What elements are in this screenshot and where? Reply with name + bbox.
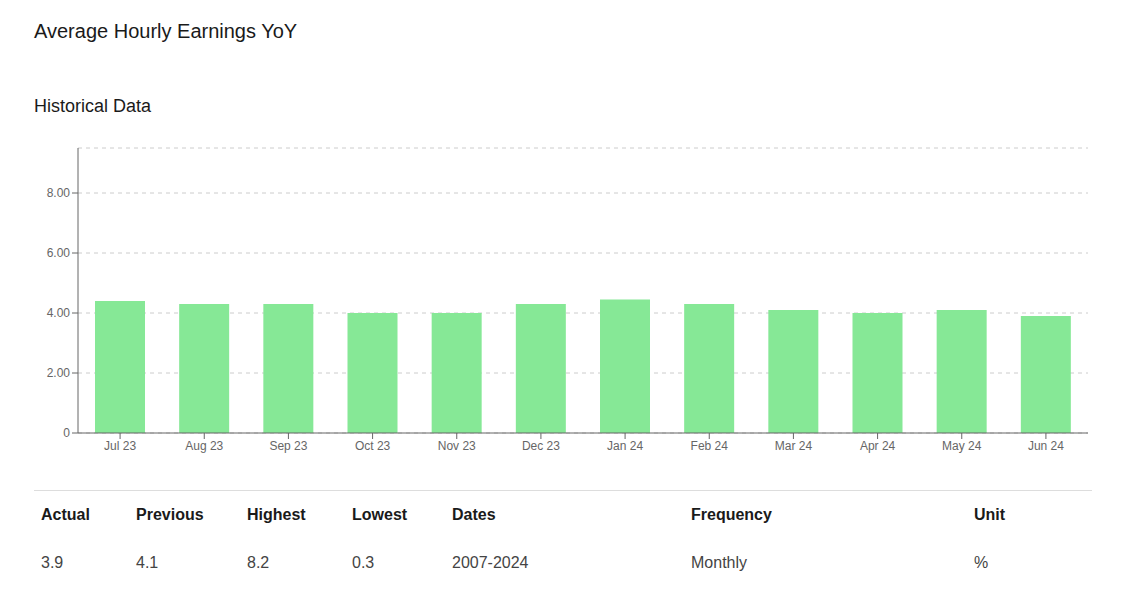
svg-text:Jan 24: Jan 24 — [607, 439, 643, 453]
svg-text:Nov 23: Nov 23 — [438, 439, 476, 453]
svg-text:4.00: 4.00 — [47, 306, 71, 320]
html-text:Frequency: Frequency — [691, 506, 772, 523]
svg-text:Feb 24: Feb 24 — [691, 439, 729, 453]
svg-text:Oct 23: Oct 23 — [355, 439, 391, 453]
html-text:Actual: Actual — [41, 506, 90, 523]
svg-text:Apr 24: Apr 24 — [860, 439, 896, 453]
svg-text:2.00: 2.00 — [47, 366, 71, 380]
html-text:8.2: 8.2 — [247, 554, 270, 571]
svg-text:Jun 24: Jun 24 — [1028, 439, 1064, 453]
html-text:3.9: 3.9 — [41, 554, 64, 571]
html-text:Unit: Unit — [974, 506, 1006, 523]
svg-text:0: 0 — [63, 426, 70, 440]
html-text:2007-2024: 2007-2024 — [452, 554, 529, 571]
html-text:Average Hourly Earnings YoY: Average Hourly Earnings YoY — [34, 20, 298, 42]
svg-text:Sep 23: Sep 23 — [269, 439, 307, 453]
svg-text:Jul 23: Jul 23 — [104, 439, 136, 453]
html-text:Previous: Previous — [136, 506, 204, 523]
html-text:Monthly: Monthly — [691, 554, 747, 571]
html-text:4.1: 4.1 — [136, 554, 159, 571]
svg-text:8.00: 8.00 — [47, 186, 71, 200]
html-text:Historical Data: Historical Data — [34, 96, 151, 116]
svg-text:Dec 23: Dec 23 — [522, 439, 560, 453]
html-text:Lowest: Lowest — [352, 506, 408, 523]
svg-text:Mar 24: Mar 24 — [775, 439, 813, 453]
html-text:Dates: Dates — [452, 506, 496, 523]
svg-text:May 24: May 24 — [942, 439, 982, 453]
html-text:0.3: 0.3 — [352, 554, 375, 571]
svg-text:Aug 23: Aug 23 — [185, 439, 223, 453]
html-text:Highest: Highest — [247, 506, 306, 523]
svg-text:6.00: 6.00 — [47, 246, 71, 260]
